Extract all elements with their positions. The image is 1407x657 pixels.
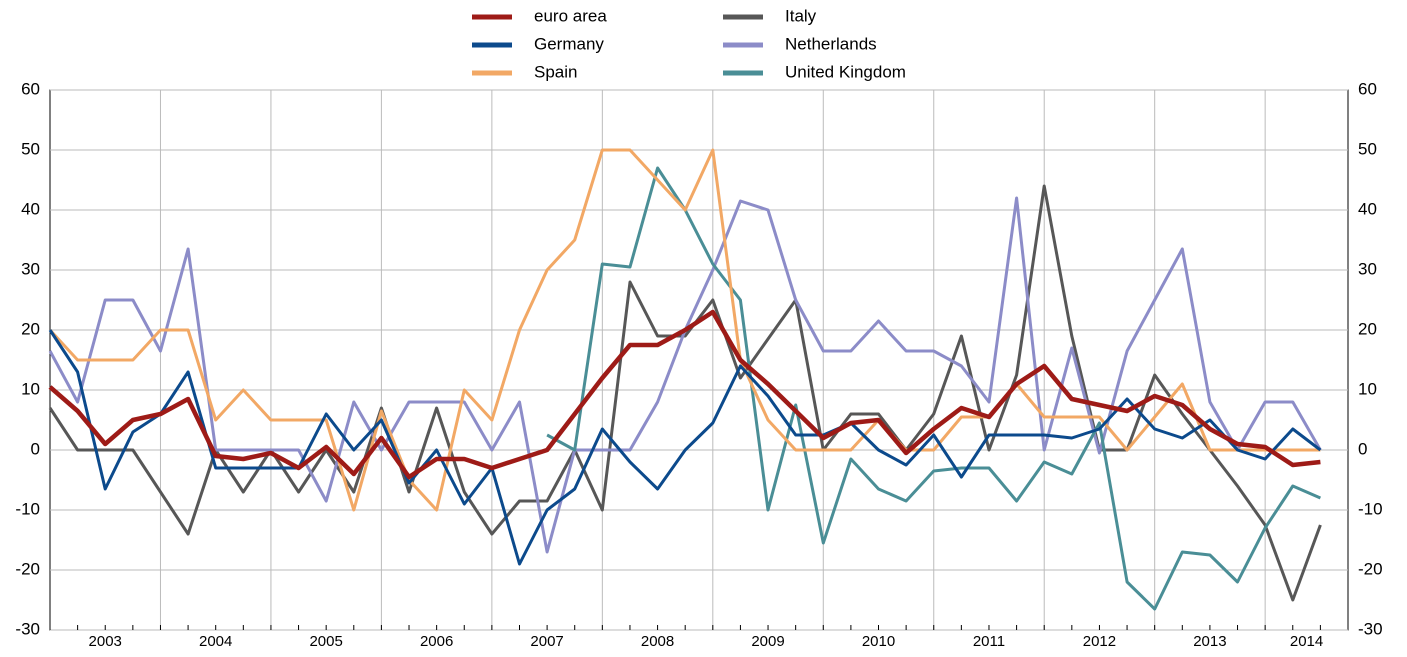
series-line <box>48 148 1321 512</box>
x-tick-label: 2003 <box>89 633 122 650</box>
y-tick-label: 30 <box>21 259 40 278</box>
y-tick-label: 50 <box>21 139 40 158</box>
plot-frame <box>49 89 1349 631</box>
x-tick-label: 2013 <box>1193 633 1226 650</box>
y-tick-label: 60 <box>21 79 40 98</box>
y-tick-label: 0 <box>31 439 40 458</box>
y2-tick-label: 40 <box>1358 199 1377 218</box>
x-tick-label: 2008 <box>641 633 674 650</box>
legend-label: Netherlands <box>785 34 877 53</box>
x-tick-label: 2007 <box>530 633 563 650</box>
y2-tick-label: 50 <box>1358 139 1377 158</box>
x-tick-label: 2006 <box>420 633 453 650</box>
y-tick-label: 40 <box>21 199 40 218</box>
series-line <box>48 329 1322 566</box>
y2-tick-label: 0 <box>1358 439 1367 458</box>
x-tick-label: 2005 <box>309 633 342 650</box>
series-line <box>546 166 1321 611</box>
series-line <box>48 309 1321 480</box>
y-tick-label: -20 <box>15 559 40 578</box>
y2-tick-label: 10 <box>1358 379 1377 398</box>
legend-label: euro area <box>534 6 607 25</box>
y2-tick-label: 20 <box>1358 319 1377 338</box>
y-tick-label: 20 <box>21 319 40 338</box>
y2-tick-label: -10 <box>1358 499 1383 518</box>
x-tick-label: 2009 <box>751 633 784 650</box>
x-tick-label: 2012 <box>1083 633 1116 650</box>
legend-label: Italy <box>785 6 817 25</box>
y-tick-label: -30 <box>15 619 40 638</box>
series-line <box>48 196 1322 554</box>
y2-tick-label: 60 <box>1358 79 1377 98</box>
legend-label: Spain <box>534 62 577 81</box>
legend-label: United Kingdom <box>785 62 906 81</box>
x-tick-label: 2004 <box>199 633 232 650</box>
y2-tick-label: -30 <box>1358 619 1383 638</box>
y2-tick-label: 30 <box>1358 259 1377 278</box>
x-tick-label: 2010 <box>862 633 895 650</box>
x-tick-label: 2014 <box>1290 633 1323 650</box>
series-line <box>48 184 1322 602</box>
y2-tick-label: -20 <box>1358 559 1383 578</box>
legend-label: Germany <box>534 34 604 53</box>
y-tick-label: -10 <box>15 499 40 518</box>
x-tick-label: 2011 <box>973 633 1005 650</box>
y-tick-label: 10 <box>21 379 40 398</box>
